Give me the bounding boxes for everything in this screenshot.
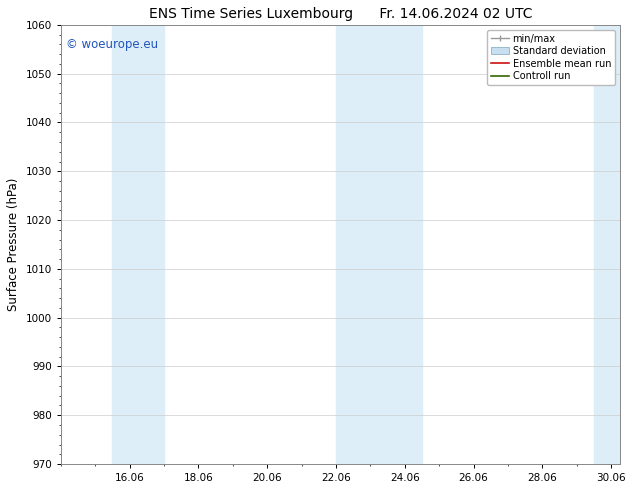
Y-axis label: Surface Pressure (hPa): Surface Pressure (hPa) — [7, 178, 20, 311]
Bar — [336, 25, 422, 464]
Title: ENS Time Series Luxembourg      Fr. 14.06.2024 02 UTC: ENS Time Series Luxembourg Fr. 14.06.202… — [148, 7, 532, 21]
Legend: min/max, Standard deviation, Ensemble mean run, Controll run: min/max, Standard deviation, Ensemble me… — [488, 30, 615, 85]
Bar — [594, 25, 628, 464]
Bar — [112, 25, 164, 464]
Text: © woeurope.eu: © woeurope.eu — [67, 38, 158, 51]
